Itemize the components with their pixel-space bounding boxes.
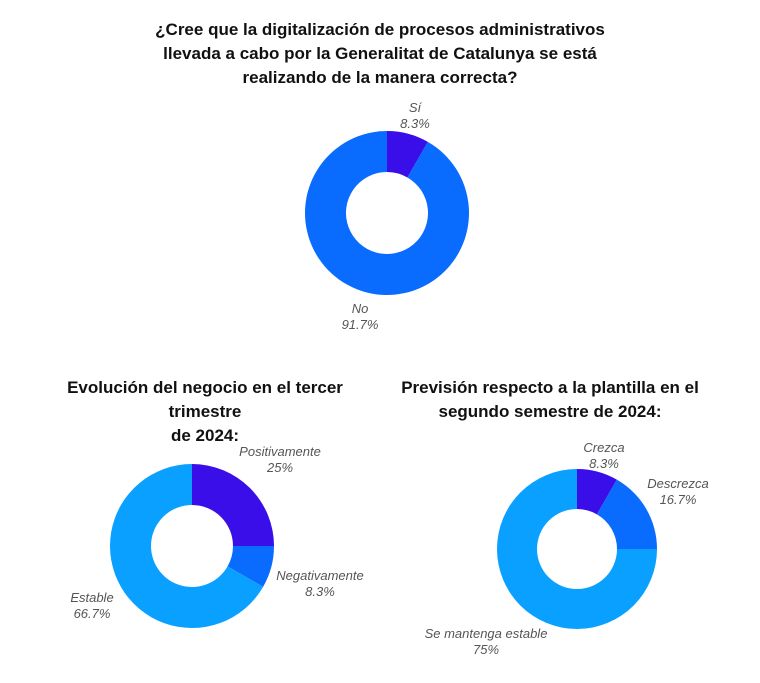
chart-2-slice-3 bbox=[109, 464, 264, 628]
chart-2-slice-1 bbox=[192, 464, 274, 546]
chart-1-title: ¿Cree que la digitalización de procesos … bbox=[150, 18, 610, 90]
chart-3-slice-2-label: Descrezca bbox=[647, 476, 708, 491]
chart-3-slice-1 bbox=[577, 469, 617, 515]
chart-1-title-line: ¿Cree que la digitalización de procesos … bbox=[155, 20, 605, 39]
chart-3-slice-1-value-label: 8.3% bbox=[589, 456, 619, 471]
chart-2-slice-1-label: Positivamente bbox=[239, 444, 321, 459]
chart-1-slice-1 bbox=[387, 131, 428, 178]
chart-2-slice-2-label: Negativamente bbox=[276, 568, 363, 583]
chart-1-slice-2-label: No bbox=[352, 301, 369, 316]
chart-3-title-line: Previsión respecto a la plantilla en el bbox=[401, 378, 699, 397]
chart-3-slice-3-value-label: 75% bbox=[473, 642, 499, 657]
chart-2-slice-3-label: Estable bbox=[70, 590, 113, 605]
chart-1-slice-1-label: Sí bbox=[409, 100, 423, 115]
chart-2-title-line: de 2024: bbox=[170, 426, 240, 445]
chart-2-slice-1-value-label: 25% bbox=[266, 460, 293, 475]
chart-1-slice-2-value-label: 91.7% bbox=[342, 317, 379, 332]
chart-3-slice-2 bbox=[596, 479, 657, 549]
chart-3-slice-3-label: Se mantenga estable bbox=[425, 626, 548, 641]
chart-2-title-line: Evolución del negocio en el tercer trime… bbox=[67, 378, 343, 421]
chart-2-slice-3-value-label: 66.7% bbox=[74, 606, 111, 621]
chart-1-slice-2 bbox=[304, 131, 469, 295]
chart-3-slice-2-value-label: 16.7% bbox=[660, 492, 697, 507]
chart-1-title-line: llevada a cabo por la Generalitat de Cat… bbox=[163, 44, 597, 63]
chart-2-title: Evolución del negocio en el tercer trime… bbox=[40, 376, 370, 448]
chart-3-title-line: segundo semestre de 2024: bbox=[438, 402, 662, 421]
chart-1-slice-1-value-label: 8.3% bbox=[400, 116, 430, 131]
chart-2-slice-2 bbox=[227, 546, 274, 587]
chart-3-slice-3 bbox=[497, 469, 657, 629]
chart-3-slice-1-label: Crezca bbox=[583, 440, 624, 455]
chart-2-slice-2-value-label: 8.3% bbox=[305, 584, 335, 599]
chart-1-title-line: realizando de la manera correcta? bbox=[242, 68, 518, 87]
chart-3-title: Previsión respecto a la plantilla en el … bbox=[390, 376, 710, 424]
